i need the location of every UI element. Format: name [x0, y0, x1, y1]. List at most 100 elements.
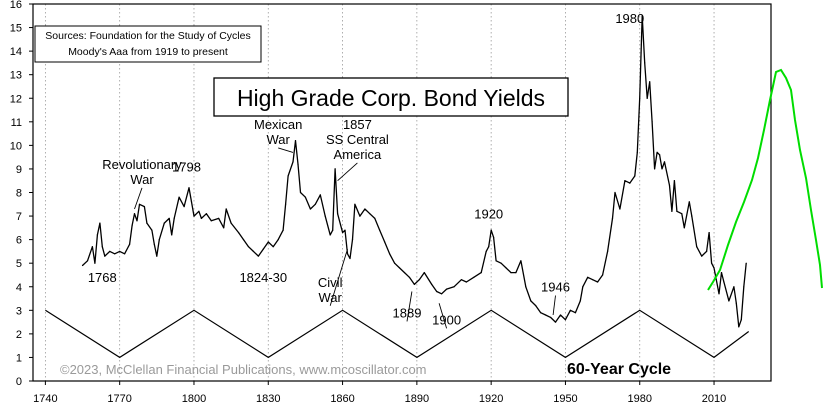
yield-point	[559, 314, 562, 316]
annotation: 1889	[393, 291, 422, 322]
annotation-label: 1889	[393, 305, 422, 320]
yield-point	[520, 260, 522, 262]
cycle-line	[45, 309, 750, 359]
yield-point	[129, 243, 131, 245]
x-tick-label: 1890	[405, 393, 429, 405]
annotation: 1980	[615, 11, 644, 26]
yield-point	[297, 163, 299, 165]
annotation: Civil War	[318, 248, 348, 306]
title-box: High Grade Corp. Bond Yields	[213, 77, 569, 117]
annotation-line: Mexican	[254, 117, 302, 132]
annotation: 1824-30	[239, 270, 287, 285]
yield-point	[153, 243, 155, 245]
yield-point	[299, 191, 302, 194]
annotation: 1768	[88, 270, 117, 285]
yield-series	[81, 15, 747, 328]
yield-point	[287, 175, 289, 177]
sources-line-1: Sources: Foundation for the Study of Cyc…	[45, 30, 250, 42]
annotation-arrow	[329, 248, 348, 306]
annotation-label: 1920	[474, 206, 503, 221]
annotation: Revolutionary War	[102, 157, 182, 210]
yield-point	[673, 180, 676, 182]
y-tick-label: 13	[10, 70, 22, 82]
yield-point	[619, 208, 621, 210]
annotation: Mexican War	[254, 117, 302, 153]
yield-point	[230, 222, 232, 224]
yield-point	[218, 217, 220, 219]
yield-point	[337, 213, 339, 215]
annotation-line: 1889	[393, 305, 422, 320]
yield-point	[611, 217, 614, 219]
yield-point	[131, 224, 133, 227]
yield-point	[564, 319, 567, 321]
x-tick-label: 1800	[182, 393, 206, 405]
yield-point	[656, 151, 658, 153]
yield-point	[696, 246, 698, 248]
yield-point	[384, 241, 386, 243]
annotation-label: 1900	[432, 312, 461, 327]
annotation-line: 1857	[343, 117, 372, 132]
yield-point	[210, 220, 212, 222]
yield-point	[398, 267, 401, 269]
yield-point	[319, 194, 321, 196]
vertical-grid	[44, 4, 715, 381]
yield-point	[659, 154, 661, 156]
yield-point	[460, 279, 462, 281]
yield-point	[178, 196, 180, 198]
yield-point	[163, 222, 165, 224]
yield-point	[530, 300, 532, 302]
plot-frame	[32, 3, 772, 382]
chart-title: High Grade Corp. Bond Yields	[237, 85, 545, 111]
annotation-line: 1900	[432, 312, 461, 327]
yield-point	[101, 246, 103, 248]
annotation-label: 1768	[88, 270, 117, 285]
yield-point	[119, 250, 121, 252]
yield-point	[453, 286, 455, 288]
yield-point	[569, 309, 572, 311]
y-tick-label: 4	[16, 282, 22, 294]
yield-point	[706, 250, 708, 252]
yield-point	[641, 15, 643, 17]
yield-point	[389, 253, 391, 255]
annotation-label: 1857 SS Central America	[326, 117, 389, 162]
yield-point	[720, 272, 723, 274]
yield-point	[592, 279, 594, 281]
annotation-label: 1824-30	[239, 270, 287, 285]
yield-point	[671, 210, 673, 212]
y-tick-label: 16	[10, 0, 22, 11]
yield-point	[369, 213, 371, 215]
x-tick-label: 1860	[330, 393, 354, 405]
yield-point	[683, 227, 685, 229]
annotation-line: SS Central	[326, 132, 389, 147]
yield-point	[745, 262, 747, 264]
yield-point	[735, 302, 737, 304]
yield-point	[252, 250, 254, 252]
yield-point	[124, 253, 126, 255]
x-tick-label: 1920	[479, 393, 503, 405]
yield-point	[374, 217, 376, 219]
yield-point	[651, 121, 653, 123]
yield-point	[104, 255, 106, 257]
projection-curve	[707, 68, 823, 291]
yield-point	[713, 267, 715, 269]
yield-line	[82, 15, 747, 328]
annotation-arrow	[278, 147, 294, 153]
yield-point	[510, 272, 512, 274]
annotation-label: Civil War	[318, 275, 343, 305]
yield-point	[205, 213, 207, 215]
yield-point	[109, 250, 111, 252]
annotation-line: 1824-30	[239, 270, 287, 285]
yield-point	[624, 180, 626, 182]
yield-point	[681, 213, 683, 215]
cycle-label: 60-Year Cycle	[567, 361, 671, 378]
yield-point	[354, 203, 356, 205]
yield-point	[446, 288, 448, 290]
sources-box: Sources: Foundation for the Study of Cyc…	[34, 25, 262, 63]
yield-point	[86, 260, 89, 262]
yield-point	[114, 253, 116, 255]
yield-point	[143, 206, 145, 208]
annotation-label: 1798	[172, 159, 201, 174]
yield-point	[133, 213, 136, 215]
annotation: 1946	[541, 280, 570, 316]
